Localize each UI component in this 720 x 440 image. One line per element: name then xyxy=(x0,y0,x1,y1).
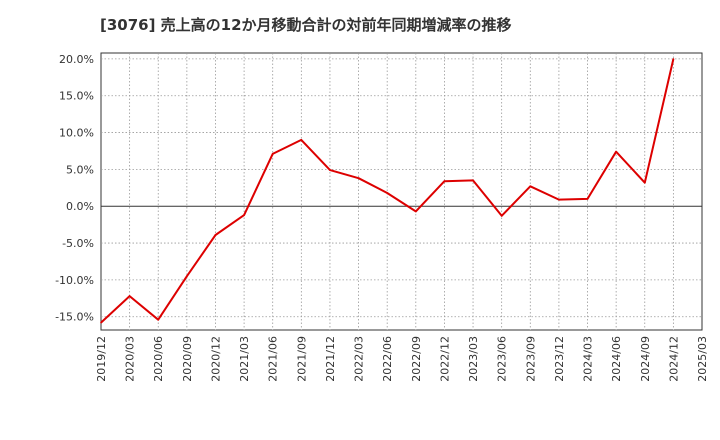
data-point xyxy=(128,295,131,297)
x-tick-label: 2019/12 xyxy=(95,336,108,382)
data-point xyxy=(243,214,245,216)
x-tick-label: 2022/03 xyxy=(353,336,366,382)
x-tick-label: 2022/12 xyxy=(438,336,451,382)
x-tick-label: 2021/03 xyxy=(238,336,251,382)
plot-area xyxy=(100,52,703,331)
y-tick-label: -15.0% xyxy=(55,311,94,324)
data-point xyxy=(615,150,617,153)
x-tick-label: 2023/03 xyxy=(467,336,480,382)
x-tick-label: 2024/06 xyxy=(610,336,623,382)
x-tick-label: 2022/06 xyxy=(381,336,394,382)
data-point xyxy=(329,169,331,171)
x-tick-label: 2023/09 xyxy=(524,336,537,382)
y-tick-label: 15.0% xyxy=(59,90,94,103)
x-tick-label: 2021/09 xyxy=(295,336,308,382)
data-point xyxy=(157,318,160,321)
data-point xyxy=(529,185,532,188)
x-tick-label: 2020/12 xyxy=(209,336,222,382)
y-tick-label: -5.0% xyxy=(62,237,94,250)
x-tick-label: 2021/12 xyxy=(324,336,337,382)
x-tick-label: 2020/09 xyxy=(181,336,194,382)
series-group xyxy=(100,58,675,324)
data-point xyxy=(271,153,274,155)
x-tick-label: 2025/03 xyxy=(696,336,709,382)
data-point xyxy=(186,275,188,278)
data-point xyxy=(443,180,446,182)
x-tick-label: 2024/12 xyxy=(667,336,680,382)
x-tick-label: 2022/09 xyxy=(410,336,423,382)
data-point xyxy=(100,321,102,324)
x-tick-label: 2024/09 xyxy=(639,336,652,382)
data-point xyxy=(643,181,646,184)
y-tick-label: 0.0% xyxy=(66,200,94,213)
y-axis-ticks: 20.0% 15.0% 10.0% 5.0% 0.0% -5.0% -10.0% -15.0% xyxy=(55,53,94,324)
chart-title: [3076] 売上高の12か月移動合計の対前年同期増減率の推移 xyxy=(100,16,512,34)
y-tick-label: 20.0% xyxy=(59,53,94,66)
data-point xyxy=(300,139,303,141)
y-tick-label: 5.0% xyxy=(66,163,94,176)
data-point xyxy=(472,179,474,182)
y-tick-label: -10.0% xyxy=(55,274,94,287)
data-point xyxy=(415,210,417,213)
x-tick-label: 2023/06 xyxy=(496,336,509,382)
x-tick-label: 2020/06 xyxy=(152,336,165,382)
x-tick-label: 2024/03 xyxy=(582,336,595,382)
y-tick-label: 10.0% xyxy=(59,127,94,140)
data-point xyxy=(357,177,360,180)
grid-lines xyxy=(101,53,702,330)
x-axis-ticks: 2019/12 2020/03 2020/06 2020/09 2020/12 2021/… xyxy=(95,336,709,382)
x-tick-label: 2021/06 xyxy=(267,336,280,382)
data-point xyxy=(558,198,560,201)
x-tick-label: 2020/03 xyxy=(124,336,137,382)
data-point xyxy=(214,234,217,236)
data-point xyxy=(386,192,388,194)
x-tick-label: 2023/12 xyxy=(553,336,566,382)
data-point xyxy=(500,215,503,217)
data-point xyxy=(672,58,675,60)
data-point xyxy=(586,198,589,200)
